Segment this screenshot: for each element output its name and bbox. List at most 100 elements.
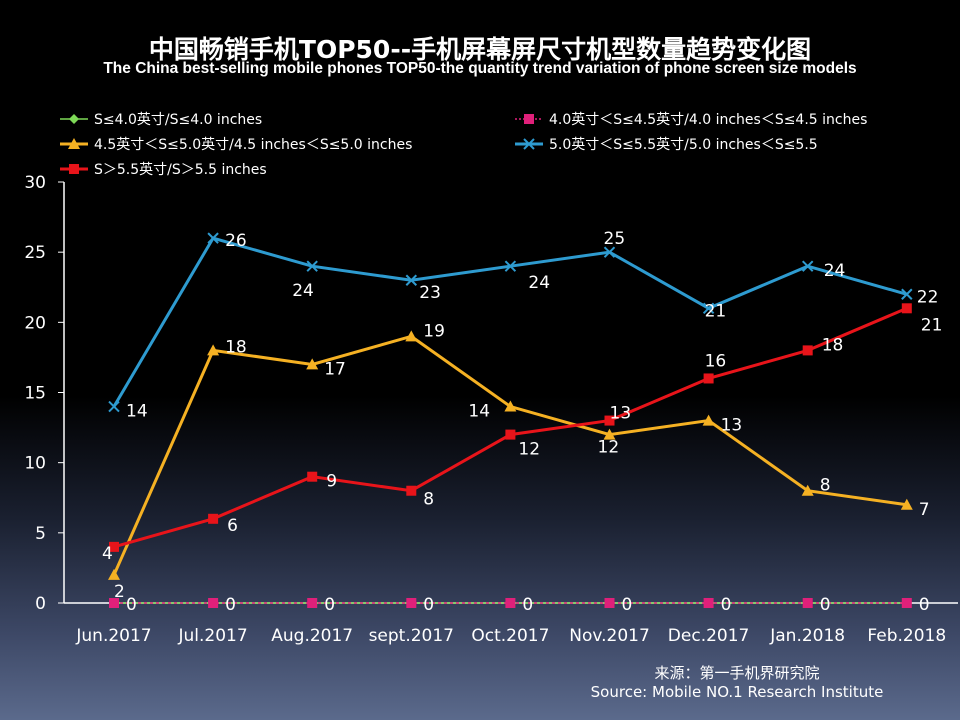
data-label: 0 [324, 595, 335, 615]
series-1: 0 0 0 0 0 0 0 0 0 [109, 595, 930, 615]
y-tick-label: 0 [35, 594, 46, 614]
legend-swatch-icon [515, 114, 543, 124]
data-label: 19 [423, 321, 445, 341]
y-tick-label: 25 [24, 243, 46, 263]
x-tick-label: Aug.2017 [271, 626, 353, 646]
data-label: 13 [610, 404, 632, 424]
data-point [801, 260, 814, 272]
legend-item: S＞5.5英寸/S＞5.5 inches [60, 159, 267, 179]
data-point [208, 598, 219, 608]
legend-marker [69, 114, 79, 124]
data-label: 12 [518, 440, 540, 460]
series-4: 4 6 9 8 12 13 16 18 21 [102, 303, 942, 564]
y-tick-label: 30 [24, 173, 46, 193]
data-point [900, 498, 913, 510]
data-label: 4 [102, 544, 113, 564]
data-point [802, 598, 813, 608]
data-label: 21 [921, 315, 943, 335]
legend-item: 4.0英寸＜S≤4.5英寸/4.0 inches＜S≤4.5 inches [515, 109, 867, 129]
data-point [208, 513, 219, 524]
data-point [901, 303, 912, 314]
data-label: 0 [820, 595, 831, 615]
data-label: 0 [522, 595, 533, 615]
data-label: 8 [423, 490, 434, 510]
legend-marker [69, 164, 79, 174]
data-point [801, 484, 814, 496]
data-label: 22 [917, 287, 939, 307]
data-label: 24 [528, 273, 550, 293]
x-tick-label: Dec.2017 [668, 626, 750, 646]
data-label: 2 [114, 582, 125, 602]
y-tick-label: 10 [24, 454, 46, 474]
data-label: 9 [326, 472, 337, 492]
data-label: 6 [227, 516, 238, 536]
data-point [604, 598, 615, 608]
data-point [108, 568, 120, 580]
data-label: 13 [721, 416, 743, 436]
data-label: 7 [919, 500, 930, 520]
x-tick-label: Jan.2018 [769, 626, 845, 646]
legend-swatch-icon [60, 138, 88, 149]
data-point [306, 260, 318, 272]
data-point [207, 344, 220, 356]
data-point [504, 260, 517, 272]
legend-label: S＞5.5英寸/S＞5.5 inches [94, 162, 267, 178]
data-label: 25 [604, 229, 626, 249]
legend-label: 4.0英寸＜S≤4.5英寸/4.0 inches＜S≤4.5 inches [549, 112, 868, 128]
legend-swatch-icon [515, 138, 543, 150]
series-3: 14 26 24 23 24 25 21 24 22 [108, 229, 939, 422]
x-tick-label: sept.2017 [369, 626, 454, 646]
data-label: 0 [919, 595, 930, 615]
source-note: 来源：第一手机界研究院 Source: Mobile NO.1 Research… [572, 662, 902, 701]
data-point [109, 598, 119, 608]
legend-label: S≤4.0英寸/S≤4.0 inches [94, 112, 263, 128]
x-tick-label: Oct.2017 [471, 626, 549, 646]
data-label: 24 [292, 281, 314, 301]
y-tick-label: 15 [24, 384, 46, 404]
source-cn: 来源：第一手机界研究院 [654, 664, 820, 682]
legend-item: 5.0英寸＜S≤5.5英寸/5.0 inches＜S≤5.5 [515, 134, 818, 154]
data-label: 18 [822, 335, 844, 355]
data-label: 16 [705, 351, 727, 371]
data-label: 0 [126, 595, 137, 615]
series-line [112, 236, 908, 408]
data-point [306, 358, 319, 370]
data-label: 18 [225, 337, 247, 357]
series-2: 2 18 17 19 14 12 13 8 7 [108, 321, 930, 602]
chart-subtitle: The China best-selling mobile phones TOP… [103, 60, 857, 77]
legend-marker [524, 114, 534, 124]
legend-marker [523, 138, 535, 150]
x-tick-label: Feb.2018 [867, 626, 946, 646]
x-tick-label: Jun.2017 [75, 626, 151, 646]
y-tick-label: 5 [35, 524, 46, 544]
data-label: 14 [468, 402, 490, 422]
data-label: 17 [324, 359, 346, 379]
source-en: Source: Mobile NO.1 Research Institute [590, 683, 884, 701]
data-point [802, 345, 813, 356]
data-point [505, 598, 516, 608]
data-point [505, 429, 516, 440]
data-point [901, 288, 913, 300]
legend-marker [68, 138, 80, 149]
data-label: 0 [423, 595, 434, 615]
data-label: 21 [705, 301, 727, 321]
data-point [307, 471, 318, 482]
data-point [405, 274, 418, 286]
legend-item: S≤4.0英寸/S≤4.0 inches [60, 109, 262, 129]
data-label: 12 [598, 438, 620, 458]
data-point [207, 232, 219, 244]
legend-swatch-icon [60, 114, 88, 124]
legend-item: 4.5英寸＜S≤5.0英寸/4.5 inches＜S≤5.0 inches [60, 134, 412, 154]
data-point [108, 400, 120, 413]
y-tick-label: 20 [24, 313, 46, 333]
data-point [109, 541, 119, 552]
data-label: 0 [721, 595, 732, 615]
data-label: 8 [820, 476, 831, 496]
data-point [307, 598, 318, 608]
chart-title: 中国畅销手机TOP50--手机屏幕屏尺寸机型数量趋势变化图 [148, 35, 812, 64]
data-point [504, 400, 517, 412]
legend-label: 4.5英寸＜S≤5.0英寸/4.5 inches＜S≤5.0 inches [94, 137, 413, 153]
data-point [406, 485, 417, 496]
data-label: 23 [419, 283, 441, 303]
data-point [603, 246, 616, 258]
